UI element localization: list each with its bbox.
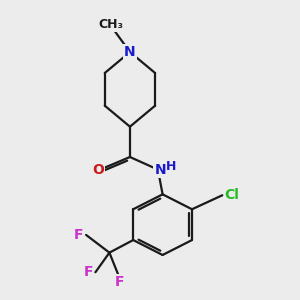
Text: N: N — [124, 45, 136, 59]
Text: N: N — [154, 163, 166, 177]
Text: CH₃: CH₃ — [99, 17, 124, 31]
Text: H: H — [166, 160, 177, 173]
Text: F: F — [115, 275, 124, 289]
Text: O: O — [92, 163, 104, 177]
Text: Cl: Cl — [225, 188, 239, 202]
Text: F: F — [74, 228, 84, 242]
Text: F: F — [84, 265, 93, 279]
